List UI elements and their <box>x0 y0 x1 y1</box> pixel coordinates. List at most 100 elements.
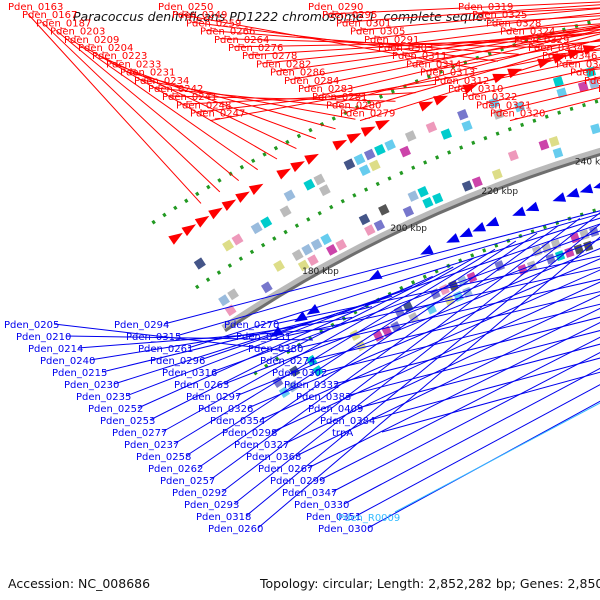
rev-gene-label: Pden_0252 <box>88 404 143 415</box>
rev-gene-label: Pden_0277 <box>112 428 167 439</box>
feature-block <box>227 288 239 301</box>
fwd-gene-label: Pden_0203 <box>50 27 105 38</box>
reverse-gene-arrow <box>459 227 473 238</box>
feature-block <box>407 190 419 202</box>
fwd-gene-label: Pden_0264 <box>214 35 269 46</box>
gene-labels: Pden_0163Pden_0167Pden_0187Pden_0203Pden… <box>4 1 600 535</box>
highlight-gene-label: Pden_R0009 <box>338 513 400 524</box>
rev-gene-label: Pden_0205 <box>4 320 59 331</box>
rev-gene-label: Pden_0332 <box>284 380 339 391</box>
fwd-label-leader <box>397 24 600 56</box>
feature-block <box>457 109 469 121</box>
fwd-gene-label: Pden_0290 <box>308 2 363 13</box>
feature-block <box>374 143 386 156</box>
rev-label-leader <box>101 306 373 373</box>
fwd-gene-label: Pden_0355 <box>584 76 600 87</box>
rev-label-leader <box>185 240 517 457</box>
kbp-tick-label: 180 kbp <box>302 267 339 277</box>
feature-block <box>569 232 581 244</box>
fwd-gene-label: Pden_0320 <box>490 109 545 120</box>
fwd-gene-label: Pden_0319 <box>458 2 513 13</box>
feature-block <box>222 239 234 252</box>
fwd-gene-label: Pden_0250 <box>158 2 213 13</box>
forward-gene-arrow <box>290 161 305 173</box>
fwd-label-leader <box>477 7 600 15</box>
rev-label-leader <box>271 281 600 433</box>
fwd-label-leader <box>359 45 600 122</box>
feature-block <box>402 205 415 218</box>
forward-gene-arrow <box>208 207 223 220</box>
forward-gene-arrow <box>168 232 183 245</box>
fwd-label-leader <box>439 47 600 81</box>
rev-gene-label: Pden_0298 <box>222 428 277 439</box>
forward-gene-arrow <box>248 183 264 195</box>
forward-gene-arrow <box>221 199 237 211</box>
rev-label-leader <box>297 278 600 349</box>
feature-block <box>381 325 393 338</box>
feature-block <box>461 120 473 132</box>
rev-gene-label: Pden_0240 <box>40 356 95 367</box>
highlight-label-leader <box>394 402 600 513</box>
feature-block <box>313 173 326 186</box>
feature-block <box>373 219 386 232</box>
rev-gene-label: Pden_0383 <box>296 392 351 403</box>
rev-gene-label: Pden_0210 <box>16 332 71 343</box>
rev-label-leader <box>187 217 600 349</box>
forward-gene-arrow <box>418 101 434 112</box>
rev-gene-label: Pden_0258 <box>136 452 191 463</box>
feature-block <box>399 145 411 158</box>
fwd-gene-label: Pden_0344 <box>570 68 600 79</box>
forward-gene-arrow <box>181 224 196 237</box>
feature-block <box>218 294 230 307</box>
feature-block <box>307 254 319 267</box>
fwd-gene-label: Pden_0231 <box>120 68 175 79</box>
rev-label-leader <box>221 218 581 493</box>
fwd-gene-label: Pden_0278 <box>242 51 297 62</box>
feature-block <box>250 222 263 235</box>
rev-gene-label: Pden_0351 <box>306 512 361 523</box>
backbone <box>224 153 600 333</box>
fwd-label-leader <box>411 31 600 64</box>
fwd-label-leader <box>425 39 600 72</box>
fwd-gene-label: Pden_0282 <box>256 59 311 70</box>
fwd-label-leader <box>27 13 202 204</box>
fwd-label-leader <box>453 56 600 89</box>
fwd-gene-label: Pden_0283 <box>298 84 353 95</box>
fwd-gene-label: Pden_0312 <box>434 76 489 87</box>
rev-gene-label: Pden_0253 <box>100 416 155 427</box>
rev-gene-label: Pden_0293 <box>184 500 239 511</box>
fwd-gene-label: Pden_0313 <box>420 68 475 79</box>
fwd-gene-label: Pden_0314 <box>406 59 461 70</box>
feature-block <box>573 243 584 255</box>
fwd-gene-label: Pden_0328 <box>486 18 541 29</box>
backbone-shadow <box>221 147 600 332</box>
fwd-label-leader <box>125 70 336 130</box>
fwd-gene-label: Pden_0281 <box>312 92 367 103</box>
fwd-gene-label: Pden_0310 <box>448 84 503 95</box>
rev-gene-label: Pden_0316 <box>162 368 217 379</box>
feature-block <box>507 149 519 162</box>
fwd-label-leader <box>153 87 376 111</box>
feature-block <box>363 148 376 161</box>
fwd-label-leader <box>181 92 416 105</box>
fwd-gene-label: Pden_0223 <box>92 51 147 62</box>
feature-block <box>369 159 381 172</box>
feature-block <box>417 185 429 198</box>
rev-label-leader <box>233 212 600 505</box>
forward-gene-arrow <box>360 126 376 137</box>
rev-gene-label: Pden_0327 <box>234 440 289 451</box>
rev-gene-label: Pden_0230 <box>64 380 119 391</box>
forward-gene-arrow <box>375 120 390 131</box>
rev-label-leader <box>357 343 600 409</box>
rev-label-leader <box>309 291 600 361</box>
fwd-gene-label: Pden_0325 <box>472 10 527 21</box>
fwd-gene-label: Pden_0279 <box>340 109 395 120</box>
feature-block <box>303 178 316 191</box>
forward-gene-arrow <box>552 54 568 64</box>
feature-block <box>556 87 568 99</box>
fwd-gene-label: Pden_0346 <box>542 51 597 62</box>
fwd-gene-label: Pden_0345 <box>556 59 600 70</box>
fwd-label-leader <box>491 15 600 23</box>
fwd-gene-label: Pden_0241 <box>162 92 217 103</box>
